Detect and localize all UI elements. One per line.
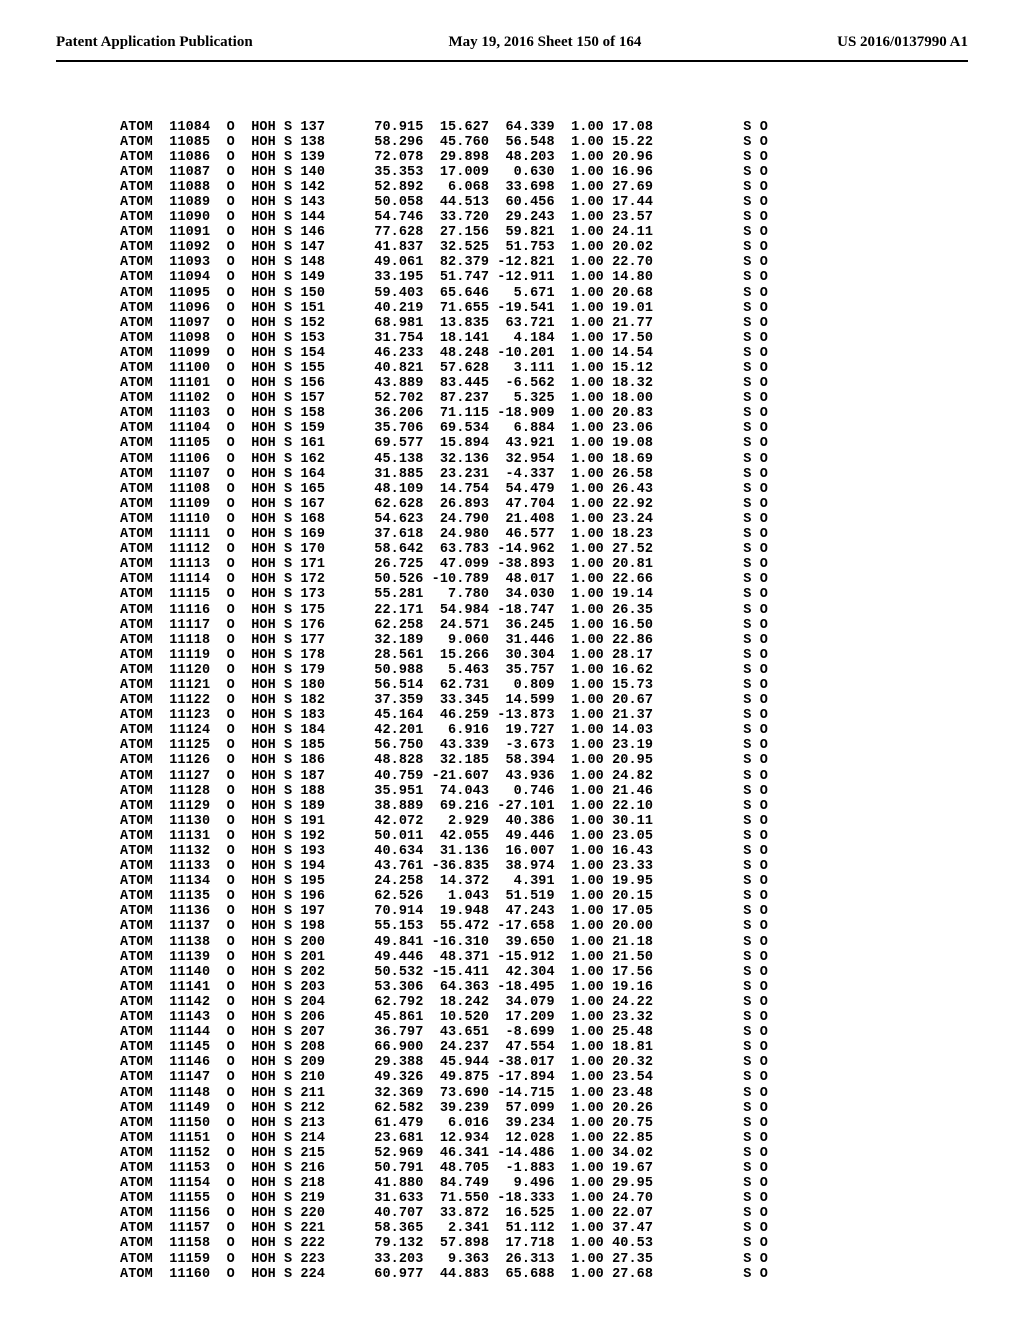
page: Patent Application Publication May 19, 2… <box>0 0 1024 1320</box>
header-center: May 19, 2016 Sheet 150 of 164 <box>448 34 641 51</box>
page-header: Patent Application Publication May 19, 2… <box>0 34 1024 51</box>
pdb-listing: ATOM 11084 O HOH S 137 70.915 15.627 64.… <box>120 120 768 1282</box>
header-rule <box>56 60 968 62</box>
header-right: US 2016/0137990 A1 <box>837 34 968 51</box>
header-left: Patent Application Publication <box>56 34 253 51</box>
